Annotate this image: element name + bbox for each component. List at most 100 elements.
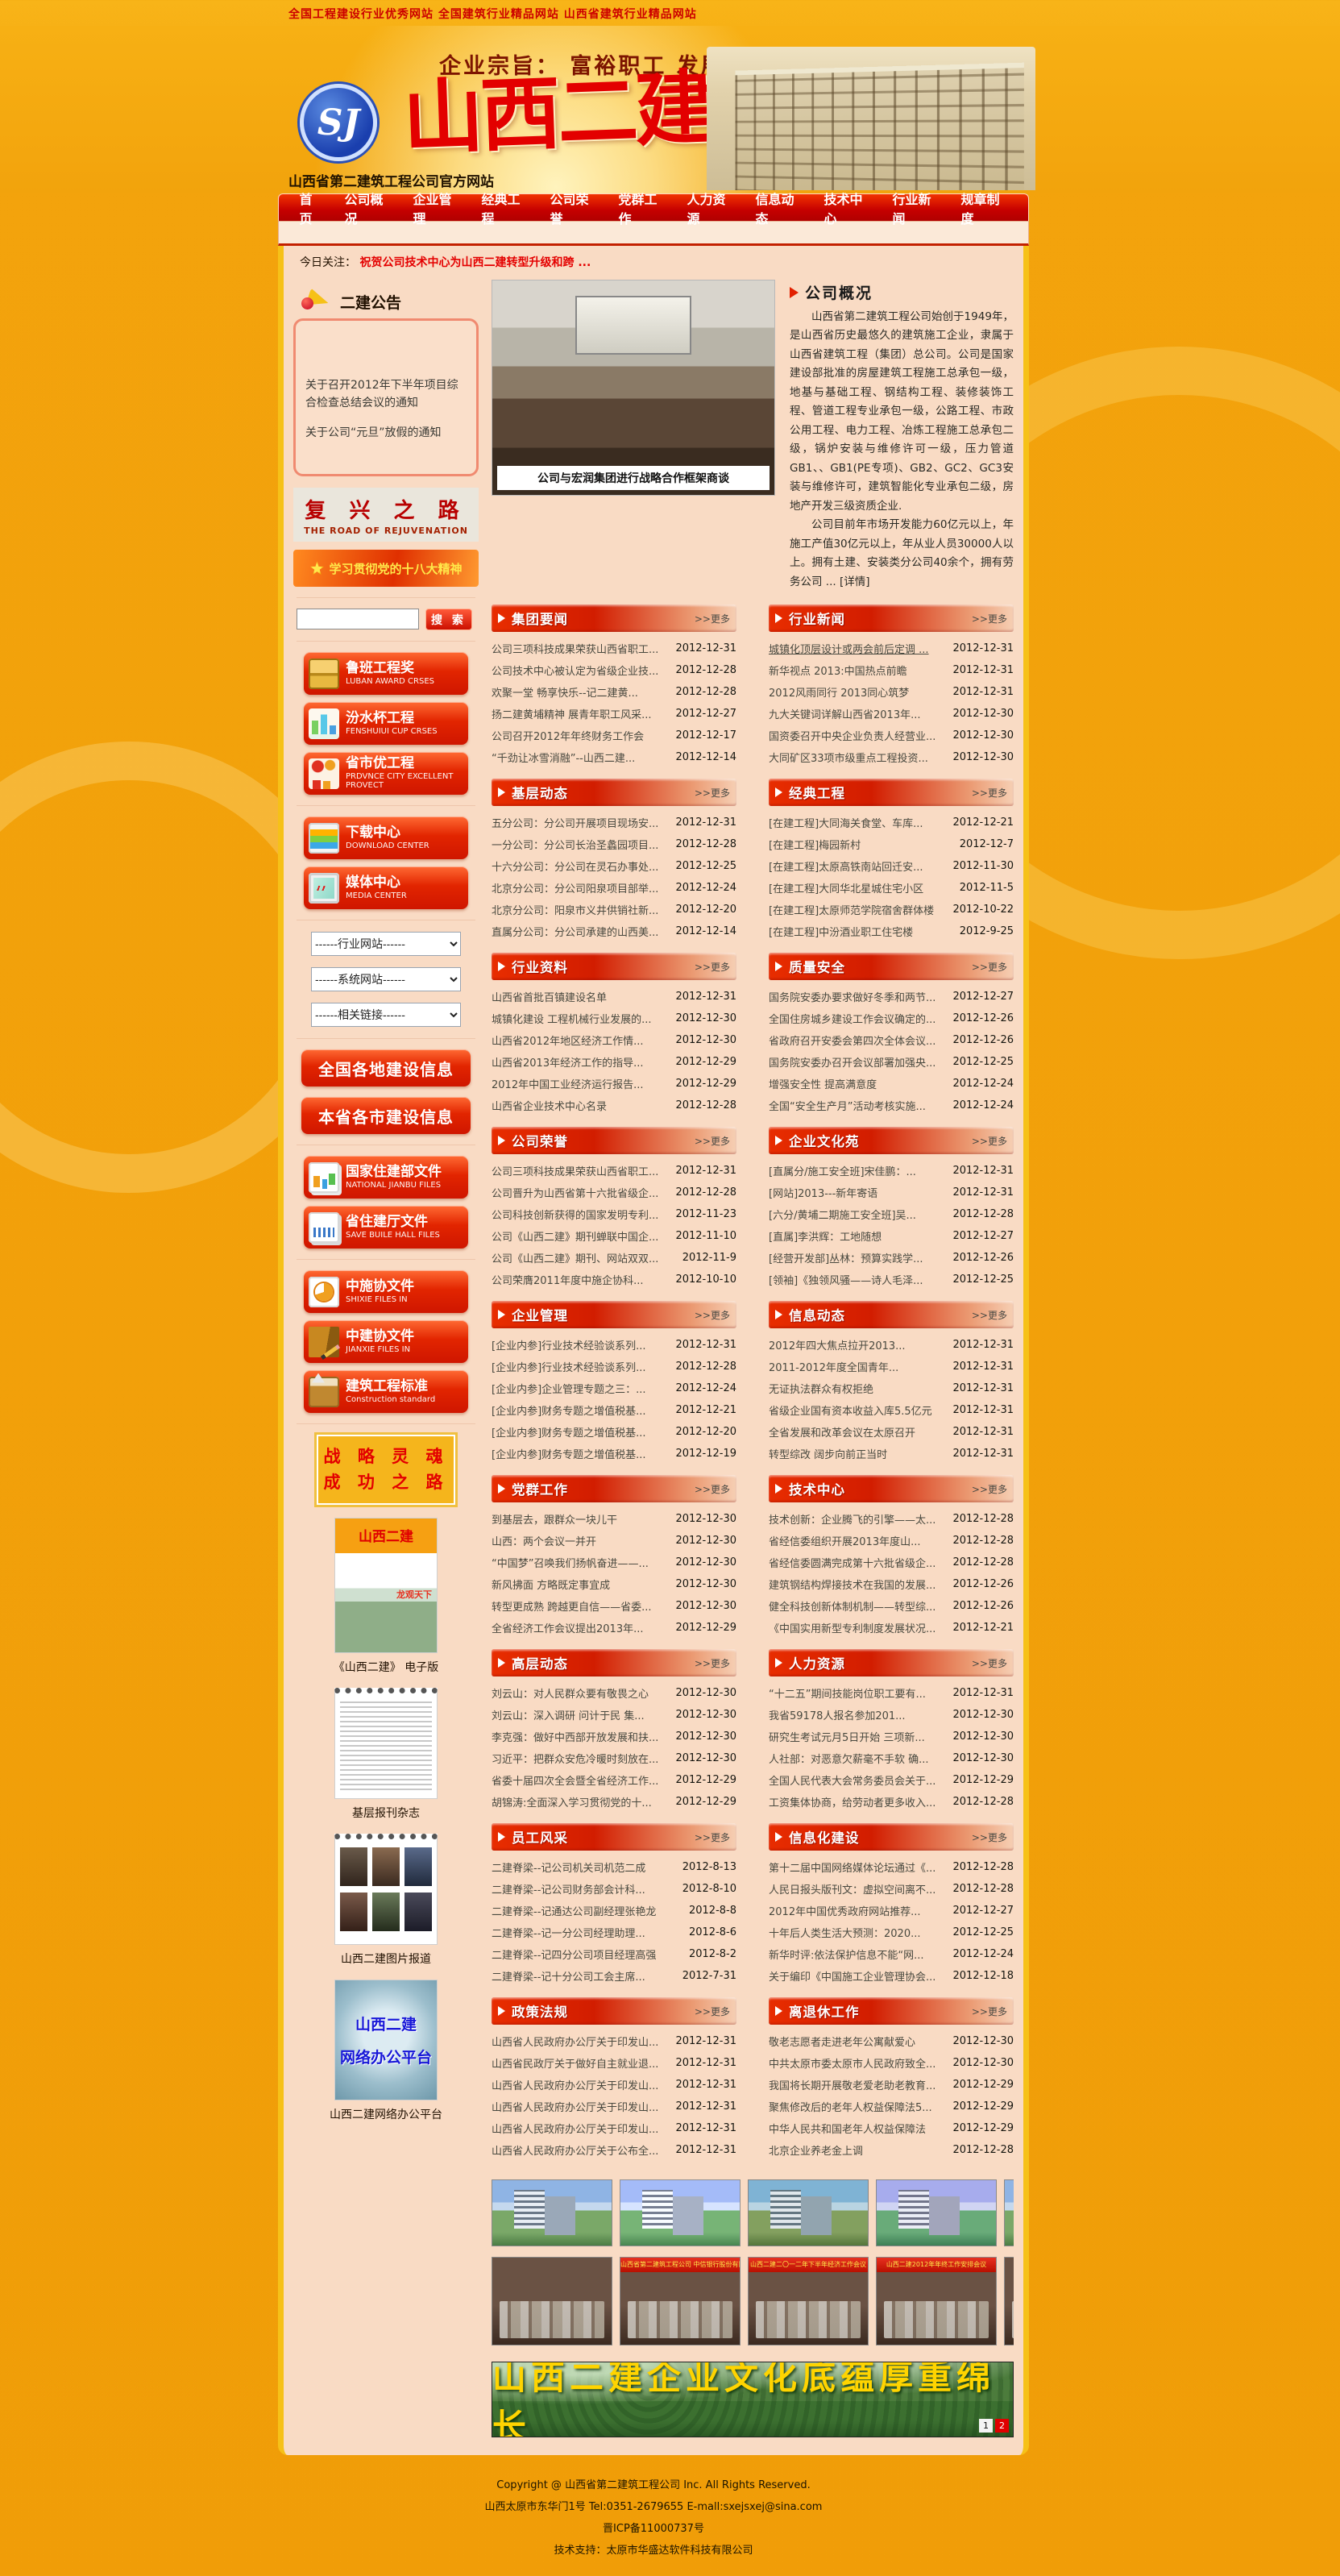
news-item-title[interactable]: 公司《山西二建》期刊、网站双双... (492, 1253, 659, 1266)
more-link[interactable]: >>更多 (971, 787, 1007, 799)
nav-item-9[interactable]: 行业新闻 (892, 191, 931, 226)
news-item-title[interactable]: 省委十届四次全会暨全省经济工作... (492, 1776, 659, 1789)
news-item-title[interactable]: 公司召开2012年年终财务工作会 (492, 731, 645, 744)
search-button[interactable]: 搜 索 (425, 609, 472, 630)
sidebar-button-gift-boxes[interactable]: 鲁班工程奖 LUBAN AWARD CRSES (304, 652, 468, 695)
news-item-title[interactable]: 北京分公司：分公司阳泉项目部举... (492, 883, 659, 896)
news-item-title[interactable]: 扬二建黄埔精神 展青年职工风采... (492, 709, 652, 722)
media-caption[interactable]: 《山西二建》 电子版 (333, 1661, 439, 1674)
news-item-title[interactable]: 一分公司：分公司长治圣蠡园项目... (492, 840, 659, 853)
news-item-title[interactable]: 二建脊梁--记一分公司经理助理... (492, 1928, 645, 1941)
news-item-title[interactable]: 省经信委圆满完成第十六批省级企... (769, 1558, 936, 1571)
news-item-title[interactable]: 转型综改 阔步向前正当时 (769, 1449, 888, 1462)
nav-item-0[interactable]: 首页 (299, 191, 313, 226)
news-item-title[interactable]: 我省59178人报名参加201... (769, 1710, 906, 1723)
news-item-title[interactable]: 全国人民代表大会常务委员会关于... (769, 1776, 936, 1789)
news-item-title[interactable]: 2011-2012年度全国青年... (769, 1362, 899, 1375)
more-link[interactable]: >>更多 (971, 2005, 1007, 2017)
meeting-photo-thumb[interactable] (1004, 2257, 1014, 2346)
sidebar-button-doc-pie[interactable]: 中施协文件 SHIXIE FILES IN (304, 1270, 468, 1313)
news-item-title[interactable]: 北京企业养老金上调 (769, 2146, 864, 2158)
news-item-title[interactable]: 《中国实用新型专利制度发展状况... (769, 1623, 936, 1636)
news-item-title[interactable]: 2012年中国工业经济运行报告... (492, 1079, 644, 1092)
news-item-title[interactable]: 二建脊梁--记四分公司项目经理高强 (492, 1950, 657, 1963)
more-link[interactable]: >>更多 (971, 1135, 1007, 1147)
more-link[interactable]: >>更多 (971, 961, 1007, 973)
news-item-title[interactable]: [在建工程]大同海关食堂、车库... (769, 818, 923, 831)
more-link[interactable]: >>更多 (694, 1657, 730, 1669)
news-item-title[interactable]: 省级企业国有资本收益入库5.5亿元 (769, 1406, 932, 1419)
news-item-title[interactable]: 九大关键词详解山西省2013年... (769, 709, 921, 722)
news-item-title[interactable]: 习近平：把群众安危冷暖时刻放在... (492, 1754, 659, 1767)
sidebar-button-folders[interactable]: 下载中心 DOWNLOAD CENTER (304, 816, 468, 859)
project-render-thumb[interactable] (492, 2179, 612, 2247)
nav-item-2[interactable]: 企业管理 (413, 191, 452, 226)
news-item-title[interactable]: 公司荣膺2011年度中施企协科... (492, 1275, 644, 1288)
more-link[interactable]: >>更多 (971, 1657, 1007, 1669)
sidebar-button-bar-chart[interactable]: 汾水杯工程 FENSHUIUI CUP CRSES (304, 702, 468, 745)
news-item-title[interactable]: [企业内参]行业技术经验谈系列... (492, 1362, 646, 1375)
construction-info-button-0[interactable]: 全国各地建设信息 (301, 1049, 471, 1086)
news-item-title[interactable]: 山西省人民政府办公厅关于印发山... (492, 2037, 659, 2050)
company-overview-paragraph[interactable]: 公司目前年市场开发能力60亿元以上，年施工产值30亿元以上，年从业人员30000… (790, 518, 1014, 588)
more-link[interactable]: >>更多 (694, 1309, 730, 1321)
nav-item-7[interactable]: 信息动态 (755, 191, 794, 226)
news-item-title[interactable]: 建筑钢结构焊接技术在我国的发展... (769, 1580, 936, 1593)
news-item-title[interactable]: 中共太原市委太原市人民政府致全... (769, 2059, 936, 2071)
more-link[interactable]: >>更多 (694, 961, 730, 973)
news-item-title[interactable]: 公司科技创新获得的国家发明专利... (492, 1210, 659, 1223)
sidebar-button-people[interactable]: 省市优工程 PRDVNCE CITY EXCELLENT PROVECT (304, 752, 468, 795)
news-item-title[interactable]: 聚焦修改后的老年人权益保障法5... (769, 2102, 932, 2115)
news-item-title[interactable]: 新华时评:依法保护信息不能“网... (769, 1950, 924, 1963)
industry-sites-select[interactable]: ------行业网站------ (311, 932, 461, 956)
meeting-photo-thumb[interactable]: 山西省第二建筑工程公司 中信银行股份有限公司太原分行 签约仪式 (620, 2257, 741, 2346)
news-item-title[interactable]: “千劲让冰雪消融”--山西二建... (492, 753, 636, 766)
news-item-title[interactable]: 健全科技创新体制机制——转型综... (769, 1602, 936, 1614)
news-item-title[interactable]: 研究生考试元月5日开始 三项新... (769, 1732, 925, 1745)
rejuvenation-banner[interactable]: 复 兴 之 路 THE ROAD OF REJUVENATION (293, 488, 479, 542)
sidebar-button-doc-chart[interactable]: 国家住建部文件 NATIONAL JIANBU FILES (304, 1156, 468, 1199)
news-item-title[interactable]: 二建脊梁--记通达公司副经理张艳龙 (492, 1906, 657, 1919)
news-item-title[interactable]: [领袖]《独领风骚——诗人毛泽... (769, 1275, 923, 1288)
news-item-title[interactable]: 2012年四大焦点拉开2013... (769, 1340, 906, 1353)
notice-link[interactable]: 关于召开2012年下半年项目综合检查总结会议的通知 (305, 379, 458, 409)
more-link[interactable]: >>更多 (971, 1831, 1007, 1843)
news-item-title[interactable]: [经营开发部]丛林：预算实践学... (769, 1253, 923, 1266)
meeting-photo-thumb[interactable] (492, 2257, 612, 2346)
nav-item-4[interactable]: 公司荣誉 (550, 191, 589, 226)
news-item-title[interactable]: 2012年中国优秀政府网站推荐... (769, 1906, 921, 1919)
news-item-title[interactable]: 北京分公司：阳泉市义井供销社新... (492, 905, 659, 918)
sidebar-button-doc-stack[interactable]: 省住建厅文件 SAVE BUILE HALL FILES (304, 1206, 468, 1249)
news-item-title[interactable]: 到基层去，跟群众一块儿干 (492, 1514, 618, 1527)
news-item-title[interactable]: 新风拂面 方略既定事宜成 (492, 1580, 611, 1593)
news-item-title[interactable]: 全国住房城乡建设工作会议确定的... (769, 1014, 936, 1027)
more-link[interactable]: >>更多 (694, 1483, 730, 1495)
news-item-title[interactable]: 无证执法群众有权拒绝 (769, 1384, 874, 1397)
project-render-thumb[interactable] (620, 2179, 741, 2247)
news-item-title[interactable]: 大同矿区33项市级重点工程投资... (769, 753, 928, 766)
news-item-title[interactable]: 人民日报头版刊文：虚拟空间离不... (769, 1884, 936, 1897)
news-item-title[interactable]: 山西省人民政府办公厅关于印发山... (492, 2102, 659, 2115)
news-item-title[interactable]: 二建脊梁--记公司财务部会计科... (492, 1884, 645, 1897)
system-sites-select[interactable]: ------系统网站------ (311, 967, 461, 991)
nav-item-3[interactable]: 经典工程 (481, 191, 521, 226)
news-item-title[interactable]: 十六分公司：分公司在灵石办事处... (492, 862, 659, 875)
news-item-title[interactable]: [在建工程]梅园新村 (769, 840, 861, 853)
project-render-thumb[interactable] (748, 2179, 869, 2247)
news-item-title[interactable]: 胡锦涛:全面深入学习贯彻党的十... (492, 1797, 652, 1810)
magazine-image[interactable] (334, 1518, 438, 1653)
news-item-title[interactable]: 全国“安全生产月”活动考核实施... (769, 1101, 926, 1114)
news-item-title[interactable]: 欢聚一堂 畅享快乐--记二建黄... (492, 688, 638, 700)
news-item-title[interactable]: 公司三项科技成果荣获山西省职工... (492, 1166, 659, 1179)
sidebar-button-book-pencil[interactable]: 中建协文件 JIANXIE FILES IN (304, 1320, 468, 1363)
news-item-title[interactable]: 五分公司：分公司开展项目现场安... (492, 818, 659, 831)
news-item-title[interactable]: 公司三项科技成果荣获山西省职工... (492, 644, 659, 657)
oa-image[interactable]: 山西二建 网络办公平台 (334, 1980, 438, 2100)
news-item-title[interactable]: “中国梦”召唤我们扬帆奋进——... (492, 1558, 649, 1571)
news-item-title[interactable]: [企业内参]财务专题之增值税基... (492, 1427, 646, 1440)
news-item-title[interactable]: [在建工程]太原高铁南站回迁安... (769, 862, 923, 875)
news-item-title[interactable]: 山西省企业技术中心名录 (492, 1101, 608, 1114)
news-item-title[interactable]: 技术创新：企业腾飞的引擎——太... (769, 1514, 936, 1527)
meeting-photo-thumb[interactable]: 山西二建2012年年终工作安排会议 (876, 2257, 997, 2346)
construction-info-button-1[interactable]: 本省各市建设信息 (301, 1097, 471, 1134)
